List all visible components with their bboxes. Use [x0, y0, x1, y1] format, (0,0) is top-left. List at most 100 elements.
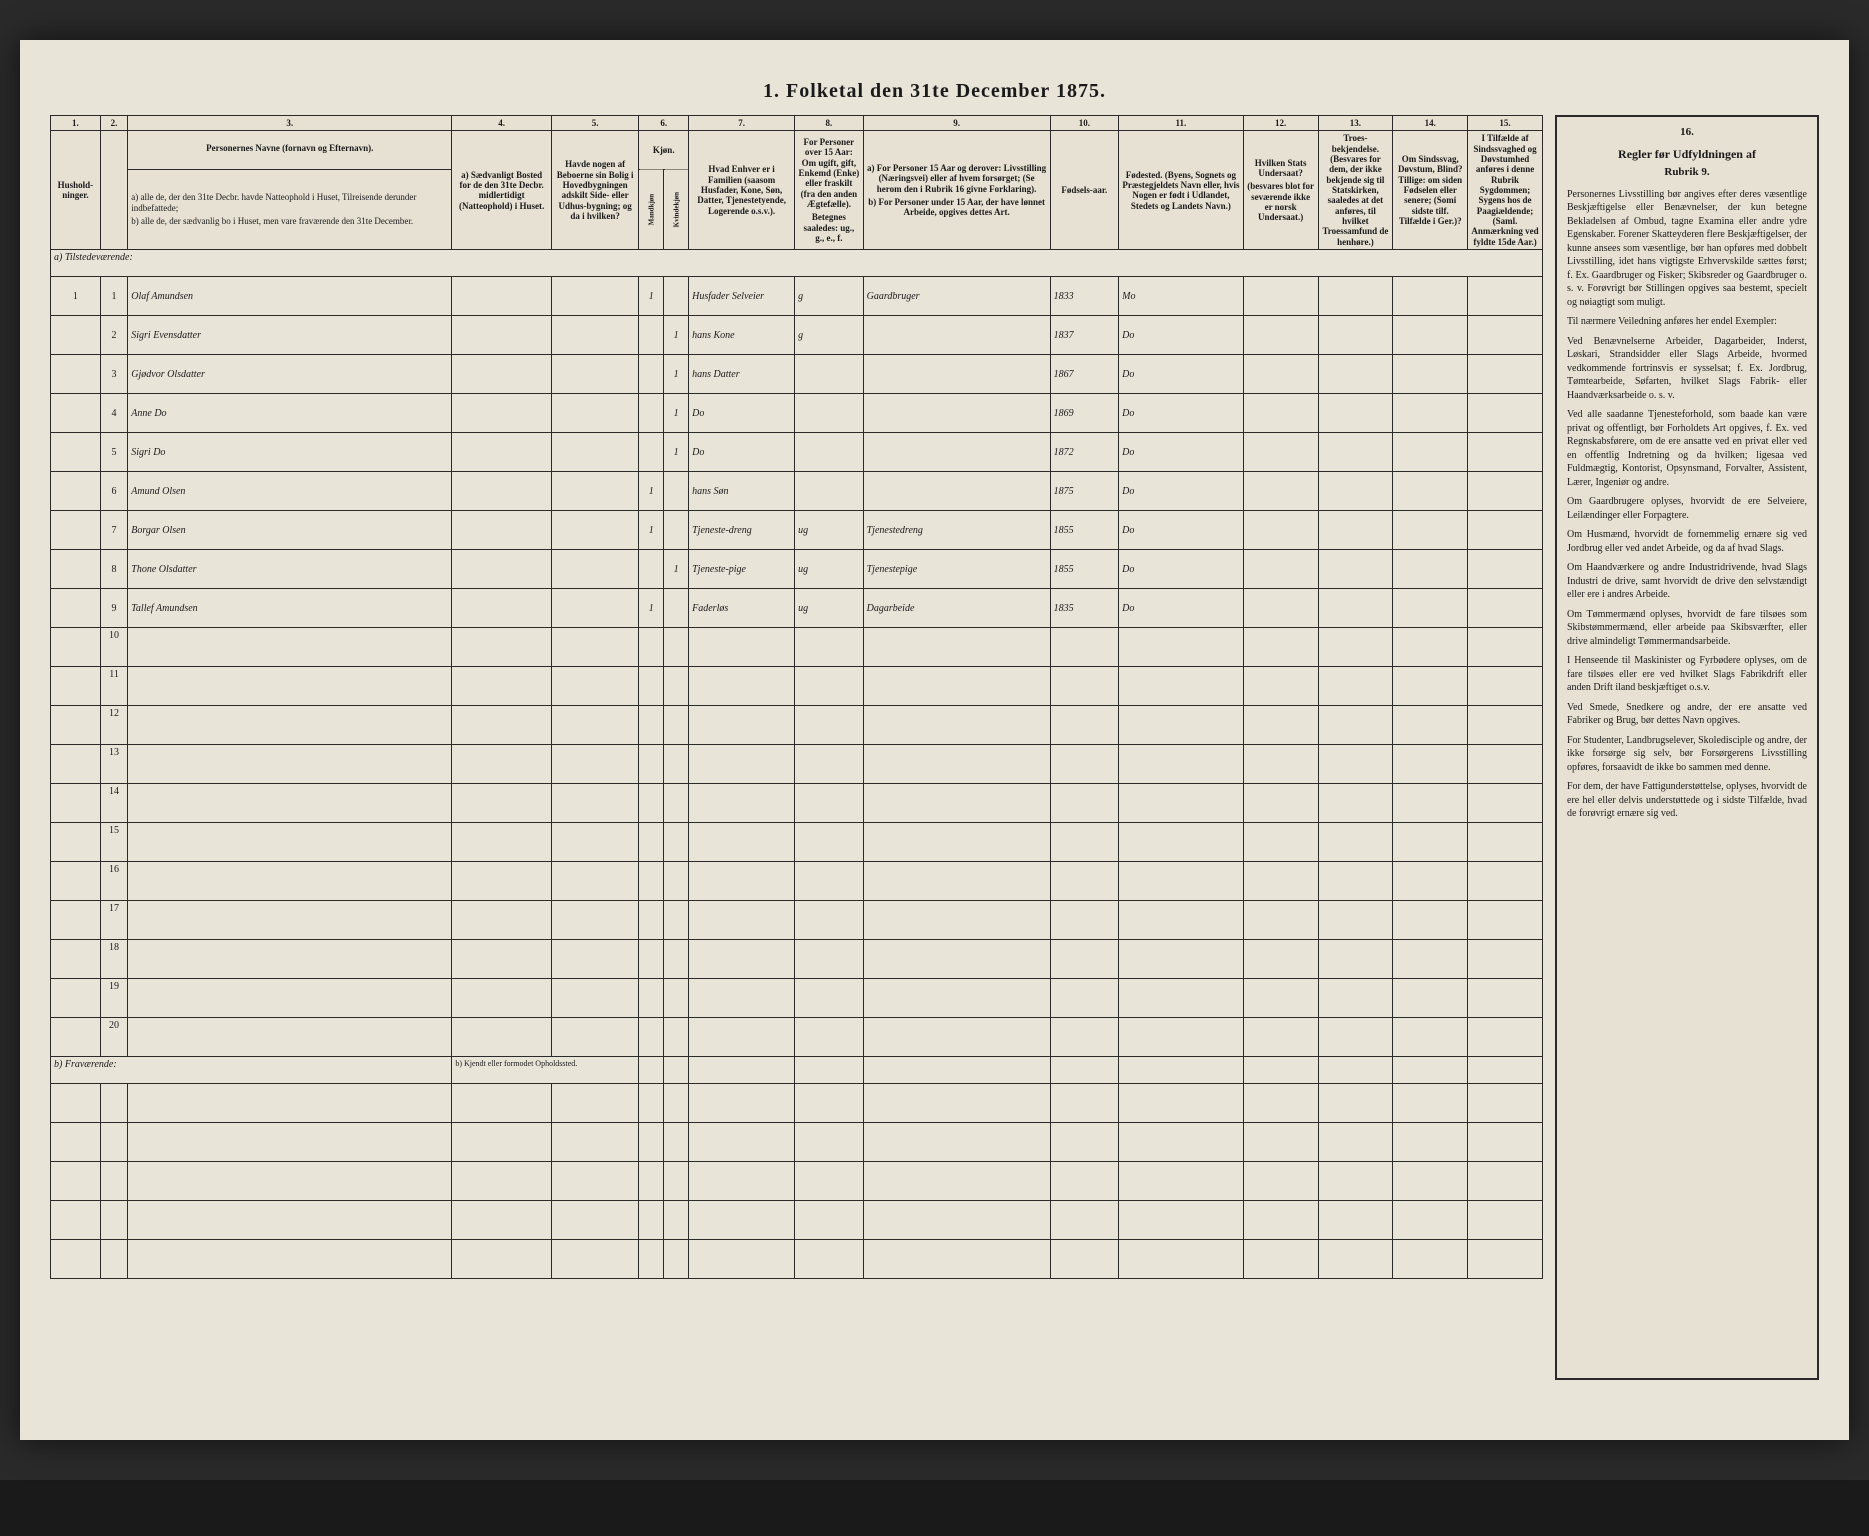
c — [795, 1123, 864, 1162]
c — [452, 862, 552, 901]
sidebar-paragraphs: Personernes Livsstilling bør angives eft… — [1567, 188, 1807, 821]
c — [1243, 1240, 1318, 1279]
c — [128, 1240, 452, 1279]
household-num — [51, 355, 101, 394]
c — [1050, 745, 1119, 784]
c — [689, 706, 795, 745]
col13 — [1318, 355, 1393, 394]
col13 — [1318, 589, 1393, 628]
table-row: 8Thone Olsdatter1Tjeneste-pigeugTjeneste… — [51, 550, 1543, 589]
c — [664, 979, 689, 1018]
c — [1393, 745, 1468, 784]
c — [452, 979, 552, 1018]
c — [1119, 901, 1244, 940]
table-row-blank — [51, 1201, 1543, 1240]
colnum: 8. — [795, 116, 864, 131]
col-header: Hvad Enhver er i Familien (saasom Husfad… — [689, 131, 795, 250]
c — [1119, 979, 1244, 1018]
c — [639, 1162, 664, 1201]
row-num: 12 — [100, 706, 127, 745]
sidebar-para: Om Tømmermænd oplyses, hvorvidt de fare … — [1567, 608, 1807, 649]
sidebar-sub: Rubrik 9. — [1567, 165, 1807, 180]
person-num: 6 — [100, 472, 127, 511]
person-num: 4 — [100, 394, 127, 433]
c — [51, 1162, 101, 1201]
col4 — [452, 550, 552, 589]
occupation: Dagarbeide — [863, 589, 1050, 628]
c — [689, 1123, 795, 1162]
sex-k — [664, 511, 689, 550]
col5 — [552, 550, 639, 589]
table-row-blank — [51, 1240, 1543, 1279]
c — [552, 1084, 639, 1123]
c — [664, 784, 689, 823]
col15 — [1468, 433, 1543, 472]
birth-place: Do — [1119, 394, 1244, 433]
col13 — [1318, 472, 1393, 511]
table-row-blank — [51, 1084, 1543, 1123]
c — [1119, 667, 1244, 706]
sex-m — [639, 433, 664, 472]
col5 — [552, 589, 639, 628]
sidebar-para: Ved Benævnelserne Arbeider, Dagarbeider,… — [1567, 335, 1807, 403]
colnum: 7. — [689, 116, 795, 131]
c — [128, 1123, 452, 1162]
col5 — [552, 277, 639, 316]
c — [1468, 784, 1543, 823]
sidebar-para: Om Haandværkere og andre Industridrivend… — [1567, 561, 1807, 602]
c — [452, 1084, 552, 1123]
family-pos: hans Søn — [689, 472, 795, 511]
person-name: Thone Olsdatter — [128, 550, 452, 589]
c — [1119, 1018, 1244, 1057]
colnum: 10. — [1050, 116, 1119, 131]
row-num: 11 — [100, 667, 127, 706]
c — [552, 979, 639, 1018]
sex-m — [639, 550, 664, 589]
c — [1318, 1240, 1393, 1279]
col15 — [1468, 316, 1543, 355]
c — [51, 862, 101, 901]
birth-year: 1837 — [1050, 316, 1119, 355]
birth-year: 1835 — [1050, 589, 1119, 628]
c — [1393, 667, 1468, 706]
table-row-blank: 13 — [51, 745, 1543, 784]
sidebar-para: Om Husmænd, hvorvidt de fornemmelig ernæ… — [1567, 528, 1807, 555]
table-row: 9Tallef Amundsen1FaderløsugDagarbeide183… — [51, 589, 1543, 628]
c — [452, 823, 552, 862]
col5 — [552, 355, 639, 394]
c — [452, 1201, 552, 1240]
table-row-blank: 14 — [51, 784, 1543, 823]
occupation — [863, 316, 1050, 355]
colnum: 2. — [100, 116, 127, 131]
family-pos: Do — [689, 394, 795, 433]
c — [863, 1123, 1050, 1162]
table-body: a) Tilstedeværende:11Olaf Amundsen1Husfa… — [51, 250, 1543, 1279]
c — [1318, 784, 1393, 823]
birth-place: Do — [1119, 472, 1244, 511]
col-header: Hushold-ninger. — [51, 131, 101, 250]
c — [51, 628, 101, 667]
page-title: 1. Folketal den 31te December 1875. — [50, 80, 1819, 103]
c — [128, 706, 452, 745]
colnum: 3. — [128, 116, 452, 131]
c — [1318, 862, 1393, 901]
c — [128, 901, 452, 940]
c — [552, 667, 639, 706]
c — [1468, 745, 1543, 784]
col14 — [1393, 589, 1468, 628]
col9-a: a) For Personer 15 Aar og derover: Livss… — [867, 163, 1047, 194]
c — [1468, 1240, 1543, 1279]
c — [639, 979, 664, 1018]
c — [1243, 784, 1318, 823]
c — [452, 901, 552, 940]
c — [1468, 1057, 1543, 1084]
table-row-blank: 17 — [51, 901, 1543, 940]
civil — [795, 472, 864, 511]
col-header: Havde nogen af Beboerne sin Bolig i Hove… — [552, 131, 639, 250]
col4 — [452, 316, 552, 355]
c — [1119, 940, 1244, 979]
c — [863, 862, 1050, 901]
person-name: Sigri Do — [128, 433, 452, 472]
occupation — [863, 472, 1050, 511]
sex-m: 1 — [639, 589, 664, 628]
